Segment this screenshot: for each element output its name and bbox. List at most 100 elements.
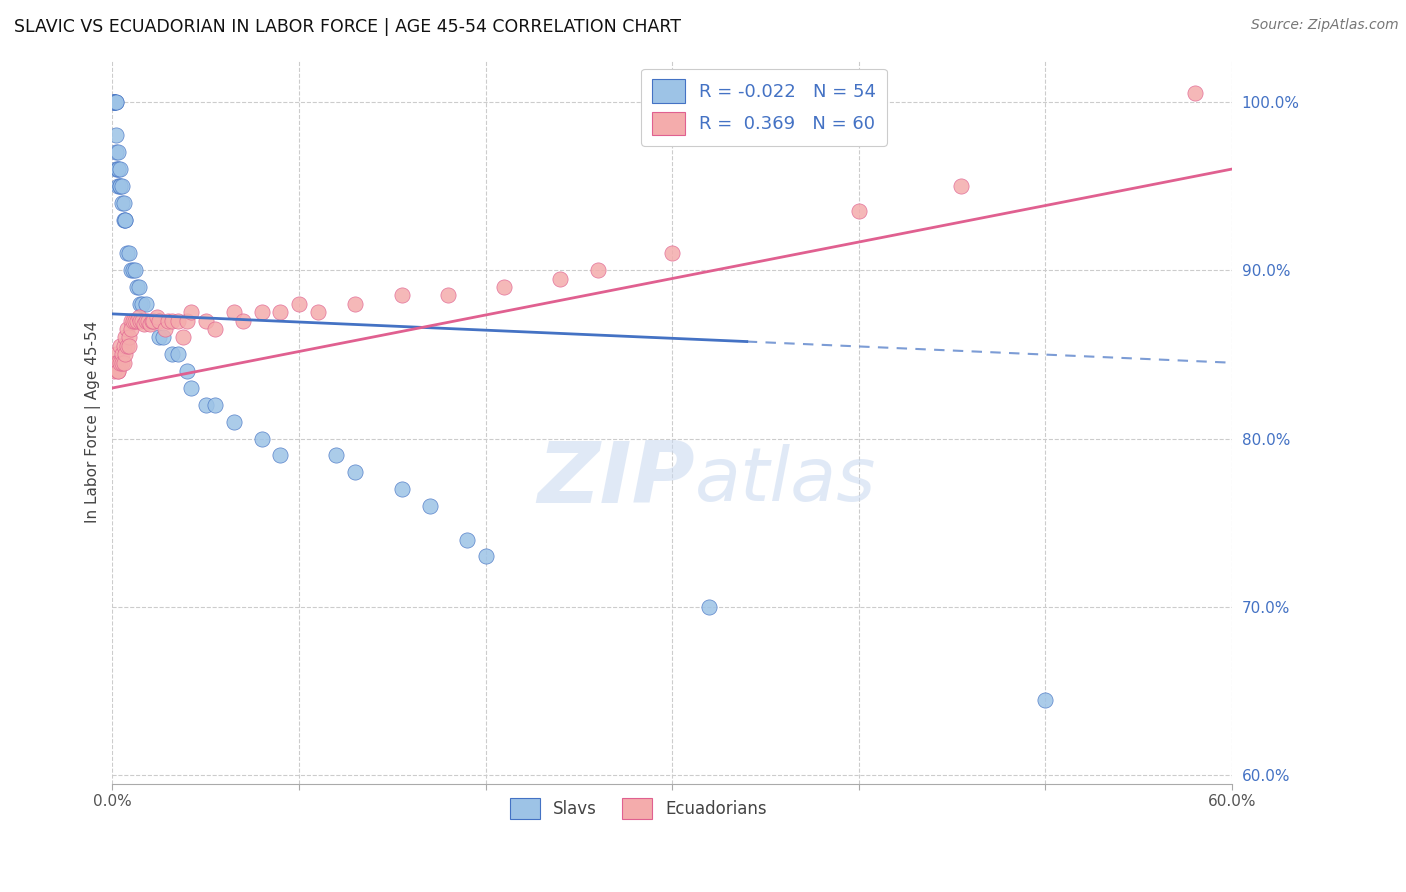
Point (107, 364, 129, 378)
Point (108, 178, 131, 193)
Text: SLAVIC VS ECUADORIAN IN LABOR FORCE | AGE 45-54 CORRELATION CHART: SLAVIC VS ECUADORIAN IN LABOR FORCE | AG… (14, 18, 681, 36)
Point (148, 330, 170, 344)
Point (118, 339, 141, 353)
Point (128, 280, 150, 294)
Point (112, 212, 135, 227)
Point (107, 145, 129, 160)
Point (124, 263, 146, 277)
Point (135, 313, 157, 327)
Point (142, 313, 165, 327)
Point (204, 322, 226, 336)
Point (120, 263, 142, 277)
Point (105, 162, 128, 177)
Text: ZIP: ZIP (537, 438, 695, 521)
Point (391, 288, 413, 302)
Point (114, 330, 136, 344)
Point (103, 95, 125, 109)
Point (146, 310, 169, 325)
Point (142, 313, 165, 327)
Point (105, 128, 128, 143)
Point (112, 356, 135, 370)
Point (456, 533, 478, 547)
Point (391, 482, 413, 496)
Point (548, 271, 571, 285)
Point (307, 305, 329, 319)
Point (108, 356, 131, 370)
Point (103, 356, 125, 370)
Point (108, 178, 131, 193)
Point (111, 356, 134, 370)
Point (122, 263, 145, 277)
Point (950, 178, 973, 193)
Point (1184, 87, 1206, 101)
Point (105, 356, 128, 370)
Text: Source: ZipAtlas.com: Source: ZipAtlas.com (1251, 18, 1399, 32)
Point (107, 162, 129, 177)
Point (114, 212, 136, 227)
Point (120, 313, 142, 327)
Point (437, 288, 460, 302)
Point (129, 313, 152, 327)
Point (141, 313, 163, 327)
Point (112, 339, 135, 353)
Point (661, 246, 683, 260)
Point (103, 95, 125, 109)
Point (176, 364, 198, 378)
Point (848, 204, 870, 219)
Point (166, 347, 188, 361)
Point (1033, 692, 1056, 706)
Point (166, 313, 188, 327)
Point (112, 195, 135, 210)
Point (103, 364, 125, 378)
Point (222, 305, 245, 319)
Point (250, 305, 273, 319)
Point (474, 549, 496, 564)
Point (157, 313, 180, 327)
Point (180, 381, 202, 395)
Point (343, 297, 366, 311)
Point (111, 347, 134, 361)
Point (105, 95, 128, 109)
Point (176, 313, 198, 327)
Point (103, 95, 125, 109)
Point (180, 305, 202, 319)
Point (250, 432, 273, 446)
Point (131, 313, 153, 327)
Point (107, 364, 129, 378)
Point (128, 310, 150, 325)
Point (103, 95, 125, 109)
Point (118, 330, 141, 344)
Point (105, 95, 128, 109)
Point (269, 305, 291, 319)
Point (194, 313, 217, 327)
Point (343, 465, 366, 479)
Point (105, 347, 128, 361)
Point (125, 313, 148, 327)
Point (269, 448, 291, 462)
Point (494, 280, 516, 294)
Point (107, 356, 129, 370)
Point (699, 599, 721, 614)
Point (107, 178, 129, 193)
Point (125, 280, 148, 294)
Point (108, 339, 131, 353)
Point (122, 313, 145, 327)
Point (103, 95, 125, 109)
Point (108, 162, 131, 177)
Point (288, 297, 311, 311)
Point (131, 297, 153, 311)
Point (153, 322, 176, 336)
Point (114, 347, 136, 361)
Point (138, 317, 160, 331)
Point (111, 178, 134, 193)
Point (118, 246, 141, 260)
Point (152, 330, 174, 344)
Y-axis label: In Labor Force | Age 45-54: In Labor Force | Age 45-54 (86, 320, 101, 523)
Point (160, 313, 183, 327)
Point (204, 398, 226, 412)
Point (148, 313, 170, 327)
Point (117, 246, 139, 260)
Point (111, 195, 134, 210)
Point (160, 347, 183, 361)
Point (107, 162, 129, 177)
